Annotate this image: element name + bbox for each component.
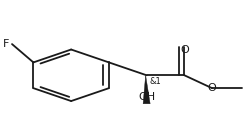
- Text: O: O: [179, 45, 188, 55]
- Text: F: F: [3, 39, 10, 49]
- Polygon shape: [143, 75, 149, 104]
- Text: &1: &1: [149, 77, 160, 86]
- Text: O: O: [207, 83, 215, 93]
- Text: OH: OH: [138, 92, 154, 102]
